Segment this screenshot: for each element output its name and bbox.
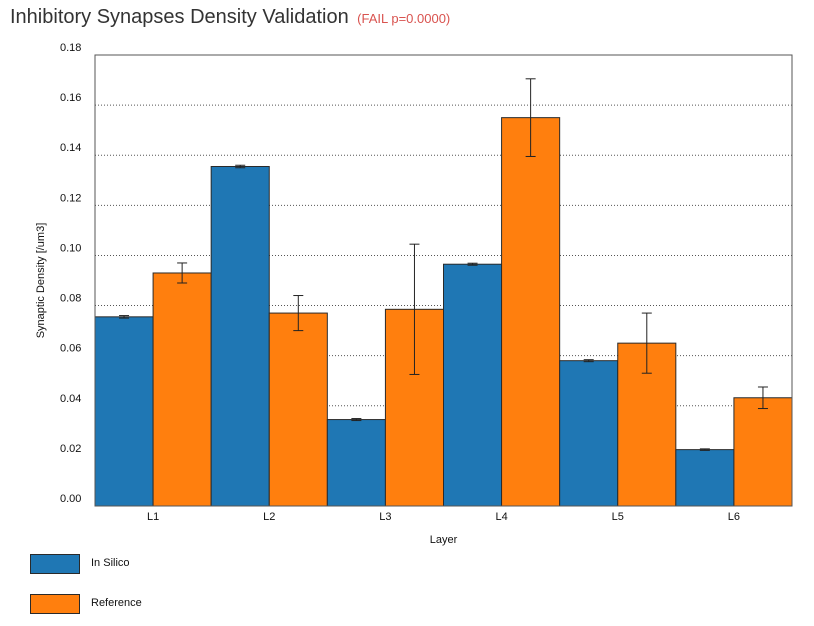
y-tick-label: 0.04 bbox=[60, 393, 81, 405]
chart-title-row: Inhibitory Synapses Density Validation (… bbox=[10, 6, 450, 29]
y-axis-label: Synaptic Density [/um3] bbox=[35, 223, 47, 339]
x-tick-label: L5 bbox=[612, 511, 624, 523]
y-tick-label: 0.06 bbox=[60, 343, 81, 355]
y-tick-label: 0.16 bbox=[60, 92, 81, 104]
y-tick-label: 0.12 bbox=[60, 192, 81, 204]
x-tick-label: L6 bbox=[728, 511, 740, 523]
y-tick-label: 0.08 bbox=[60, 293, 81, 305]
error-bars bbox=[119, 78, 768, 451]
legend-swatch-reference bbox=[30, 594, 80, 614]
y-tick-label: 0.00 bbox=[60, 493, 81, 505]
bar-reference-l6 bbox=[733, 397, 793, 507]
bar-reference-l4 bbox=[501, 117, 561, 507]
y-tick-label: 0.02 bbox=[60, 443, 81, 455]
status-badge: (FAIL p=0.0000) bbox=[357, 11, 451, 26]
x-tick-label: L3 bbox=[379, 511, 391, 523]
bar-in-silico-l2 bbox=[210, 165, 270, 507]
x-tick-label: L2 bbox=[263, 511, 275, 523]
bar-in-silico-l1 bbox=[94, 316, 154, 507]
legend-label-in-silico: In Silico bbox=[91, 557, 130, 569]
bars bbox=[94, 117, 793, 507]
legend-label-reference: Reference bbox=[91, 597, 142, 609]
y-tick-labels: 0.00 0.02 0.04 0.06 0.08 0.10 0.12 0.14 0.16 0.18 bbox=[60, 42, 81, 505]
plot-frame bbox=[94, 54, 793, 507]
x-tick-label: L1 bbox=[147, 511, 159, 523]
x-tick-labels: L1 L2 L3 L4 L5 L6 bbox=[147, 511, 740, 523]
chart-title: Inhibitory Synapses Density Validation bbox=[10, 6, 349, 28]
bar-in-silico-l5 bbox=[559, 360, 619, 507]
x-tick-label: L4 bbox=[495, 511, 507, 523]
bar-in-silico-l6 bbox=[675, 449, 735, 507]
y-tick-label: 0.14 bbox=[60, 142, 81, 154]
y-tick-label: 0.18 bbox=[60, 42, 81, 54]
bar-in-silico-l4 bbox=[443, 263, 503, 507]
x-axis-label: Layer bbox=[430, 534, 458, 546]
y-tick-label: 0.10 bbox=[60, 242, 81, 254]
bar-reference-l2 bbox=[268, 312, 328, 507]
legend-swatch-in-silico bbox=[30, 554, 80, 574]
bar-reference-l1 bbox=[152, 272, 212, 507]
bar-in-silico-l3 bbox=[326, 419, 386, 507]
